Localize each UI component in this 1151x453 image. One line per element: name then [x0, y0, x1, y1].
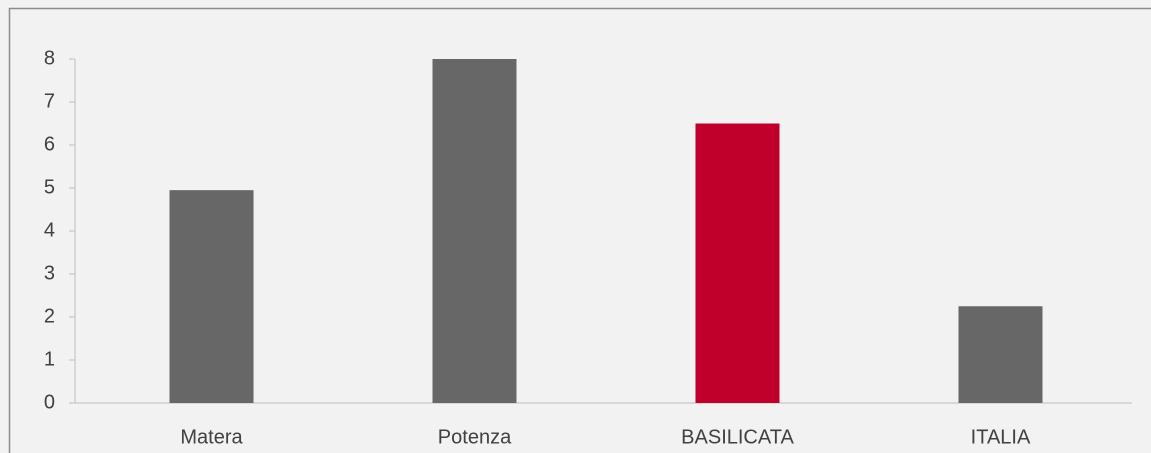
y-tick-label: 0	[44, 391, 55, 413]
y-tick-label: 4	[44, 219, 55, 241]
y-tick-label: 7	[44, 90, 55, 112]
y-tick-label: 5	[44, 176, 55, 198]
x-tick-label: ITALIA	[971, 426, 1031, 448]
x-tick-label: BASILICATA	[681, 426, 794, 448]
bar	[432, 59, 517, 403]
bar	[695, 123, 780, 403]
x-tick-label: Potenza	[438, 426, 512, 448]
y-tick-label: 8	[44, 47, 55, 69]
frame	[8, 7, 1151, 453]
y-tick-label: 1	[44, 348, 55, 370]
y-tick-label: 3	[44, 262, 55, 284]
bar	[958, 306, 1043, 403]
x-tick-label: Matera	[180, 426, 243, 448]
y-tick-label: 2	[44, 305, 55, 327]
y-tick-label: 6	[44, 133, 55, 155]
bar	[169, 190, 254, 403]
